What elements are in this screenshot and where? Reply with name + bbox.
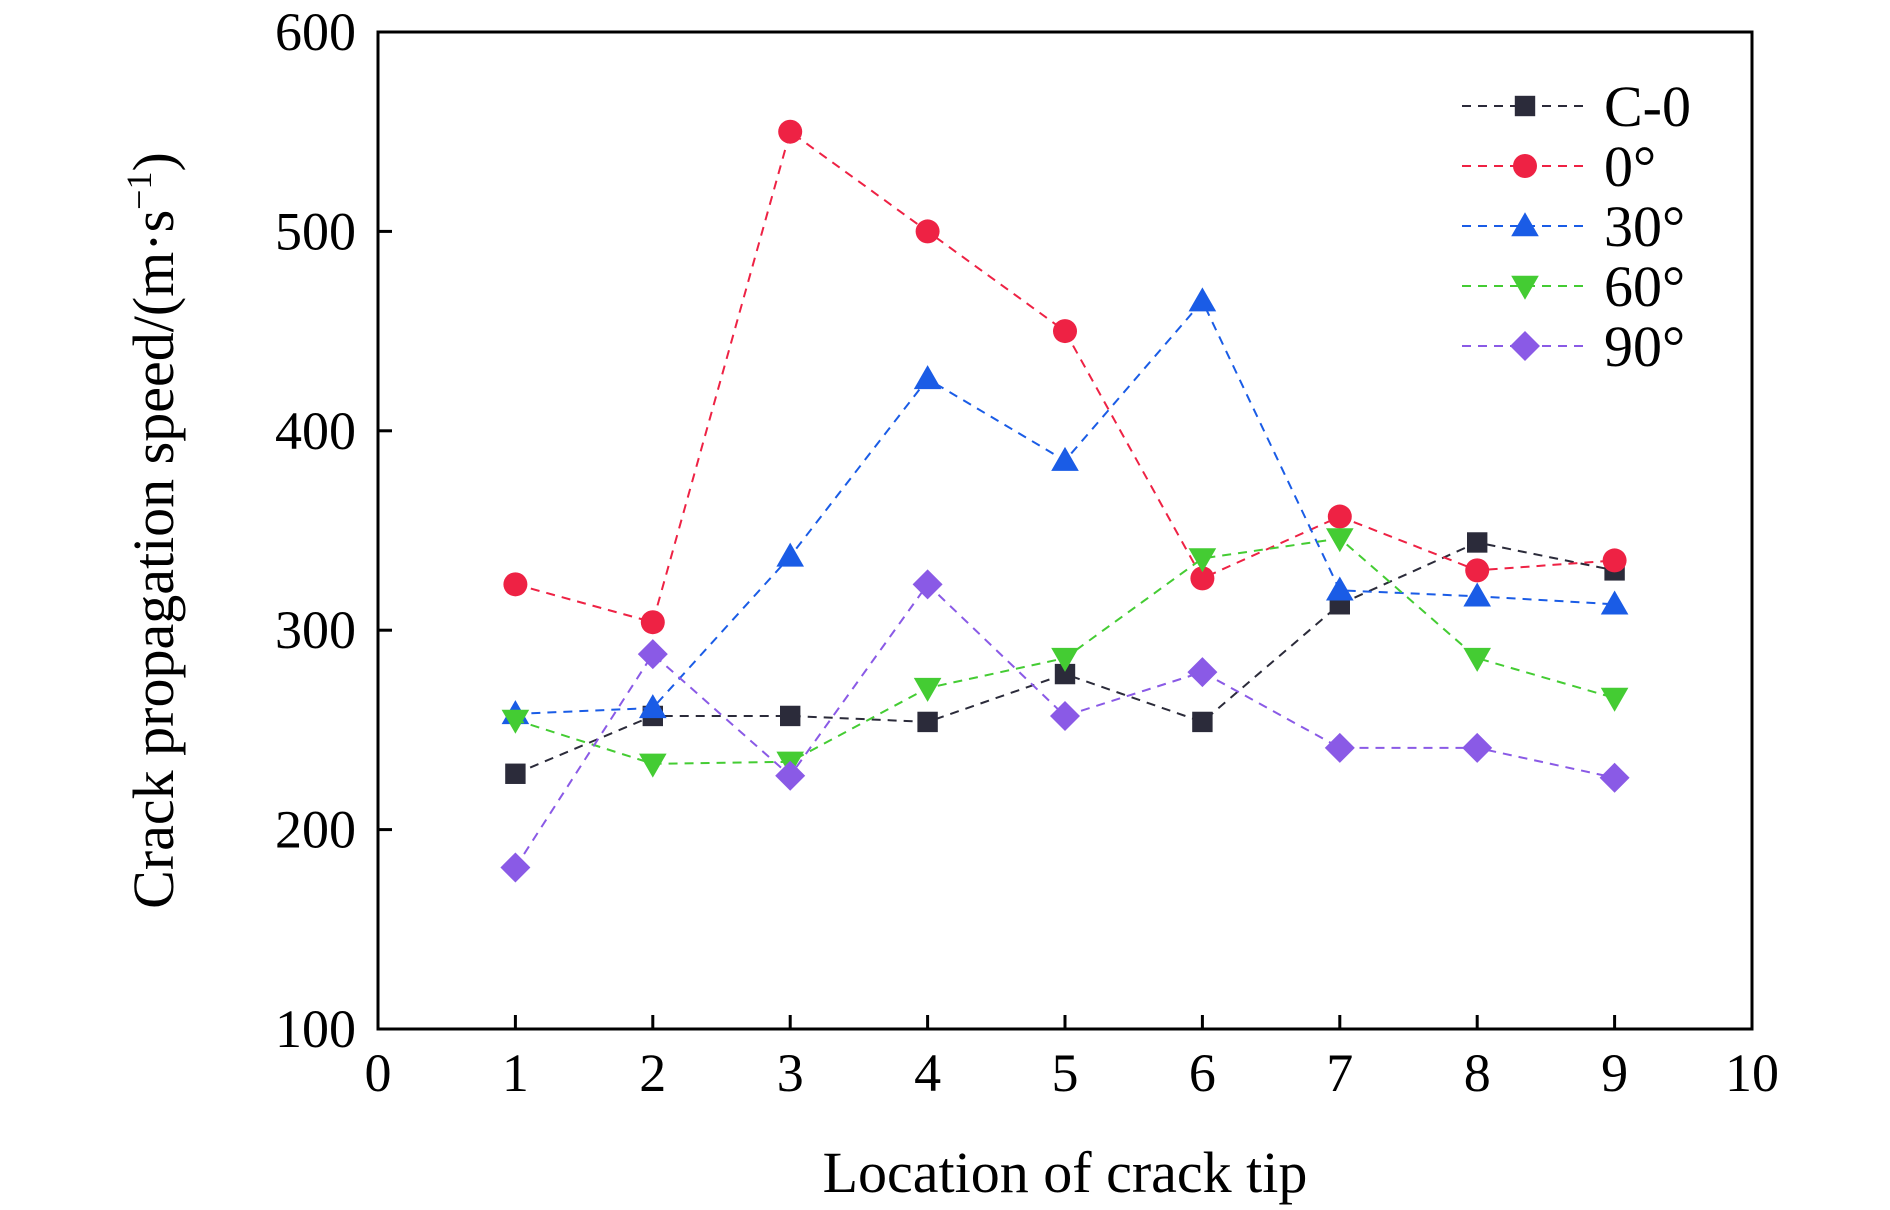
data-point (500, 852, 531, 883)
data-point (776, 542, 804, 567)
data-point (1192, 711, 1213, 733)
series-line (515, 130, 1615, 624)
data-point (1190, 566, 1215, 591)
x-tick-label: 0 (365, 1043, 392, 1103)
data-point (1326, 528, 1354, 553)
x-tick-label: 4 (914, 1043, 941, 1103)
x-tick-label: 1 (502, 1043, 529, 1103)
legend: C-00°30°60°90° (1462, 74, 1691, 379)
legend-label: 60° (1604, 254, 1685, 319)
legend-marker (1513, 154, 1537, 178)
y-tick-label: 500 (275, 201, 356, 261)
data-point (1188, 287, 1217, 312)
data-point (505, 763, 526, 784)
data-point (1053, 319, 1077, 344)
legend-label: C-0 (1604, 74, 1691, 139)
x-tick-label: 10 (1725, 1043, 1779, 1103)
data-point (1462, 732, 1493, 763)
legend-label: 90° (1604, 314, 1685, 379)
y-axis-title: Crack propagation speed/(m·s−1) (119, 152, 186, 909)
x-axis-title: Location of crack tip (823, 1140, 1308, 1205)
series-2 (501, 287, 1629, 725)
data-point (1051, 647, 1079, 672)
data-point (640, 610, 665, 635)
legend-item: 90° (1462, 314, 1685, 379)
axes: 0 1 2 3 4 5 6 7 8 9 10 100 200 300 400 500 600 (275, 2, 1779, 1103)
legend-label: 30° (1604, 194, 1685, 259)
data-point (778, 119, 803, 144)
series-0 (505, 532, 1625, 784)
y-axis-title-main: Crack propagation speed/(m·s (121, 210, 186, 909)
data-point (913, 677, 942, 702)
x-tick-label: 2 (639, 1043, 666, 1103)
data-point (1600, 590, 1629, 615)
data-point (1600, 687, 1629, 712)
x-tick-label: 9 (1601, 1043, 1628, 1103)
data-point (1188, 548, 1217, 573)
legend-item: C-0 (1462, 74, 1691, 139)
legend-item: 60° (1462, 254, 1685, 319)
x-tick-label: 8 (1464, 1043, 1491, 1103)
plot-frame (376, 30, 1754, 1031)
data-point (913, 365, 942, 390)
y-tick-label: 100 (275, 999, 356, 1059)
data-point (1050, 700, 1080, 731)
data-point (639, 694, 667, 719)
series-line (515, 541, 1615, 775)
data-point (637, 639, 668, 670)
y-tick-label: 400 (275, 401, 356, 461)
legend-marker (1510, 331, 1540, 361)
series-3 (501, 528, 1629, 778)
x-tick-label: 5 (1052, 1043, 1079, 1103)
data-point (1051, 446, 1079, 471)
series-4 (500, 569, 1630, 883)
data-point (917, 711, 938, 733)
data-point (1599, 762, 1630, 793)
legend-marker (1511, 275, 1539, 300)
data-point (1463, 582, 1491, 607)
legend-label: 0° (1604, 134, 1656, 199)
data-point (1054, 663, 1076, 685)
data-point (1463, 647, 1491, 672)
data-point (915, 219, 940, 244)
legend-item: 0° (1462, 134, 1656, 199)
data-point (1326, 576, 1354, 601)
y-tick-label: 300 (275, 600, 356, 660)
legend-marker (1514, 95, 1536, 117)
series-layer (500, 119, 1630, 883)
series-line (514, 582, 1615, 869)
y-axis-title-end: ) (121, 152, 186, 171)
data-point (501, 709, 530, 734)
x-tick-label: 7 (1326, 1043, 1353, 1103)
legend-item: 30° (1462, 194, 1685, 259)
data-point (1465, 558, 1490, 583)
x-tick-label: 6 (1189, 1043, 1216, 1103)
data-point (1467, 532, 1488, 553)
y-tick-label: 600 (275, 2, 356, 62)
data-point (639, 753, 667, 778)
series-1 (503, 119, 1627, 635)
data-point (503, 572, 528, 597)
data-point (780, 705, 801, 727)
data-point (775, 760, 806, 791)
data-point (1187, 657, 1218, 688)
data-point (1324, 732, 1355, 763)
data-point (912, 569, 943, 600)
data-point (1602, 548, 1627, 573)
y-tick-label: 200 (275, 800, 356, 860)
x-tick-label: 3 (777, 1043, 804, 1103)
data-point (1327, 504, 1352, 529)
y-axis-title-superscript: −1 (119, 172, 159, 210)
legend-marker (1511, 212, 1539, 237)
